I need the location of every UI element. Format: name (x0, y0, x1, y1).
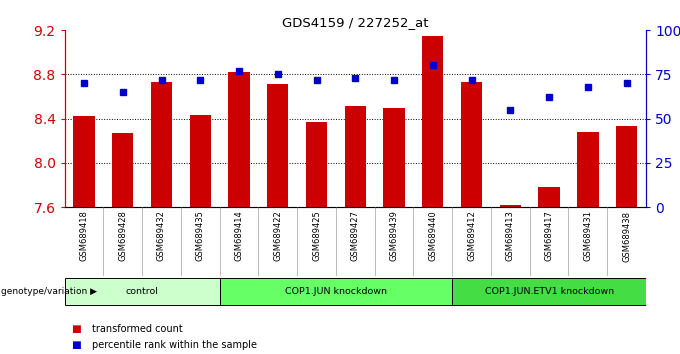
Text: GSM689440: GSM689440 (428, 211, 437, 261)
Bar (461, 82, 482, 207)
Text: COP1.JUN.ETV1 knockdown: COP1.JUN.ETV1 knockdown (485, 287, 613, 296)
Text: percentile rank within the sample: percentile rank within the sample (92, 340, 257, 350)
Text: GSM689414: GSM689414 (235, 211, 243, 261)
Text: GSM689425: GSM689425 (312, 211, 321, 261)
Title: GDS4159 / 227252_at: GDS4159 / 227252_at (282, 16, 428, 29)
Bar (345, 107, 366, 207)
Bar (306, 122, 327, 207)
Bar (73, 116, 95, 207)
Text: transformed count: transformed count (92, 324, 182, 334)
Bar (577, 132, 598, 207)
Text: COP1.JUN knockdown: COP1.JUN knockdown (285, 287, 387, 296)
Bar (539, 187, 560, 207)
Text: genotype/variation ▶: genotype/variation ▶ (1, 287, 97, 296)
Bar (190, 115, 211, 207)
Text: GSM689439: GSM689439 (390, 211, 398, 261)
Text: GSM689438: GSM689438 (622, 211, 631, 262)
Bar (452, 278, 646, 305)
Bar (220, 278, 452, 305)
Text: GSM689413: GSM689413 (506, 211, 515, 261)
Text: GSM689417: GSM689417 (545, 211, 554, 261)
Text: GSM689422: GSM689422 (273, 211, 282, 261)
Text: GSM689427: GSM689427 (351, 211, 360, 261)
Text: GSM689428: GSM689428 (118, 211, 127, 261)
Bar (228, 72, 250, 207)
Text: GSM689432: GSM689432 (157, 211, 166, 261)
Bar (616, 126, 637, 207)
Bar (422, 36, 443, 207)
Bar (65, 278, 220, 305)
Text: GSM689418: GSM689418 (80, 211, 88, 261)
Bar (151, 82, 172, 207)
Bar (112, 133, 133, 207)
Text: GSM689412: GSM689412 (467, 211, 476, 261)
Bar (267, 84, 288, 207)
Bar (500, 205, 521, 207)
Text: control: control (126, 287, 158, 296)
Text: GSM689435: GSM689435 (196, 211, 205, 261)
Text: ■: ■ (71, 324, 81, 334)
Text: GSM689431: GSM689431 (583, 211, 592, 261)
Text: ■: ■ (71, 340, 81, 350)
Bar (384, 108, 405, 207)
